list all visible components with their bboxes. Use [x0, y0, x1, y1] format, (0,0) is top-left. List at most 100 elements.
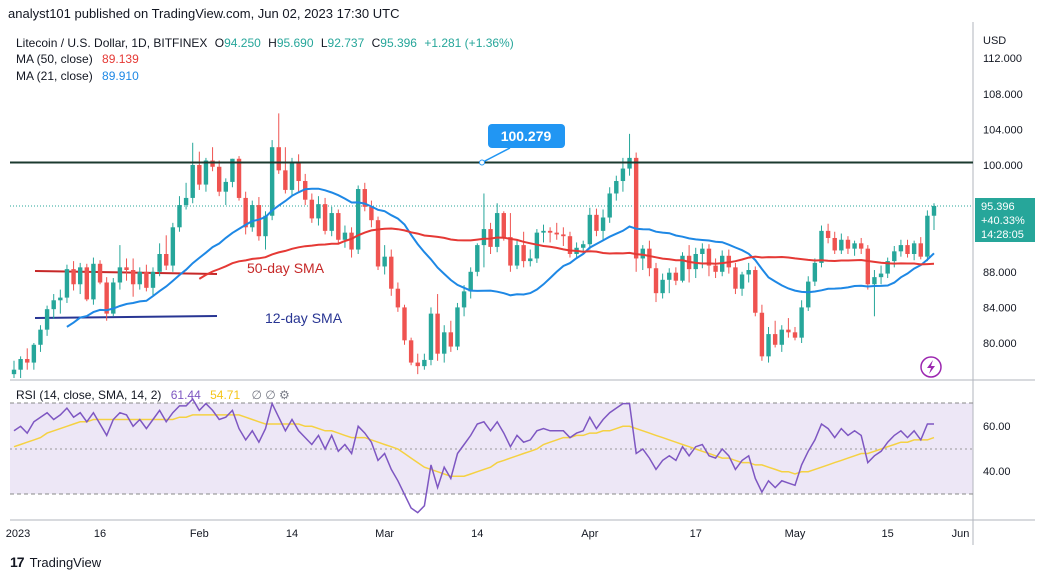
candle-body	[157, 254, 162, 272]
candle-body	[389, 256, 394, 289]
time-axis-label: 2023	[6, 528, 30, 540]
candle-body	[885, 261, 890, 274]
candle-body	[541, 230, 546, 233]
candle-body	[786, 329, 791, 333]
candle-body	[177, 205, 182, 228]
candle-body	[779, 329, 784, 345]
candle-body	[673, 272, 679, 281]
candle-body	[336, 213, 341, 240]
candle-body	[607, 193, 612, 218]
candle-body	[316, 204, 321, 219]
resistance-anchor	[479, 159, 485, 166]
candle-body	[422, 359, 427, 367]
candle-body	[375, 220, 381, 267]
legend-l-label: L	[321, 36, 328, 50]
candle-body	[322, 204, 328, 231]
price-tick-label: 112.000	[983, 53, 1022, 65]
bar-countdown: 14:28:05	[981, 229, 1024, 241]
candle-body	[223, 181, 228, 192]
candle-body	[402, 307, 407, 341]
candle-body	[667, 272, 672, 280]
main-pane-bg	[10, 22, 973, 377]
currency-label: USD	[983, 35, 1006, 47]
ma50-line	[198, 227, 935, 280]
candle-body	[706, 248, 712, 266]
candle-body	[111, 282, 116, 314]
candlestick-series	[11, 113, 937, 378]
candle-body	[150, 271, 156, 288]
candle-body	[865, 248, 871, 285]
tradingview-brand: TradingView	[29, 554, 102, 570]
candle-body	[852, 243, 857, 249]
price-tick-label: 104.000	[983, 124, 1023, 136]
candle-body	[130, 270, 136, 285]
candle-body	[355, 189, 361, 250]
legend-change: +1.281 (+1.36%)	[424, 36, 513, 50]
candle-body	[97, 263, 103, 283]
candle-body	[461, 291, 467, 308]
candle-body	[839, 239, 844, 251]
candle-body	[501, 213, 506, 238]
sma12-annotation: 12-day SMA	[265, 310, 343, 326]
candle-body	[746, 270, 751, 275]
resistance-label-box	[488, 124, 565, 148]
candle-body	[554, 232, 559, 235]
legend-high: 95.690	[277, 36, 314, 50]
candle-body	[104, 282, 109, 314]
candle-body	[931, 205, 937, 216]
candle-body	[799, 307, 804, 338]
price-tick-label: 84.000	[983, 302, 1017, 314]
candle-body	[792, 332, 798, 338]
candle-body	[858, 243, 864, 249]
candle-body	[362, 189, 367, 207]
legend-ma21-value: 89.910	[102, 69, 139, 83]
candle-body	[825, 230, 831, 238]
price-tick-label: 80.000	[983, 338, 1017, 350]
candle-body	[263, 215, 268, 237]
legend-c-label: C	[372, 36, 381, 50]
candle-body	[587, 214, 593, 245]
candle-body	[84, 267, 90, 300]
candle-body	[342, 232, 348, 240]
time-axis-label: May	[785, 528, 806, 540]
time-axis-label: Apr	[581, 528, 598, 540]
last-price-change: +40.33%	[981, 215, 1025, 227]
candle-body	[197, 165, 202, 185]
price-tick-label: 108.000	[983, 89, 1023, 101]
candle-body	[620, 168, 626, 182]
ma21-line	[66, 187, 935, 328]
time-axis-label: Mar	[375, 528, 394, 540]
candle-body	[448, 332, 454, 347]
candle-body	[872, 277, 877, 285]
candle-body	[766, 334, 771, 357]
candle-body	[58, 297, 63, 301]
candle-body	[508, 237, 513, 266]
price-tick-labels: 112.000 108.000 104.000 100.000 88.000 84.000…	[983, 53, 1023, 350]
candle-body	[494, 213, 500, 247]
candle-body	[415, 362, 420, 367]
candle-body	[581, 244, 586, 248]
time-axis-label: 14	[286, 528, 298, 540]
lightning-icon[interactable]	[920, 356, 942, 378]
candle-body	[647, 248, 652, 269]
candle-body	[329, 213, 334, 231]
resistance-label: 100.279	[501, 128, 552, 144]
rsi-tick-60: 60.00	[983, 421, 1011, 433]
candle-body	[475, 245, 480, 272]
candle-body	[349, 232, 354, 250]
candle-body	[428, 313, 434, 360]
tradingview-logo[interactable]: 17 TradingView	[10, 554, 101, 570]
candle-body	[117, 267, 123, 283]
legend-open: 94.250	[224, 36, 261, 50]
candle-body	[170, 227, 176, 266]
time-axis-label: Feb	[190, 528, 209, 540]
candle-body	[468, 271, 473, 292]
legend-ma21-label: MA (21, close)	[16, 69, 93, 83]
candle-body	[11, 369, 17, 375]
candle-body	[408, 340, 414, 363]
time-axis-label: Jun	[952, 528, 970, 540]
legend-o-label: O	[215, 36, 224, 50]
candle-body	[309, 199, 315, 219]
candle-body	[382, 256, 387, 267]
